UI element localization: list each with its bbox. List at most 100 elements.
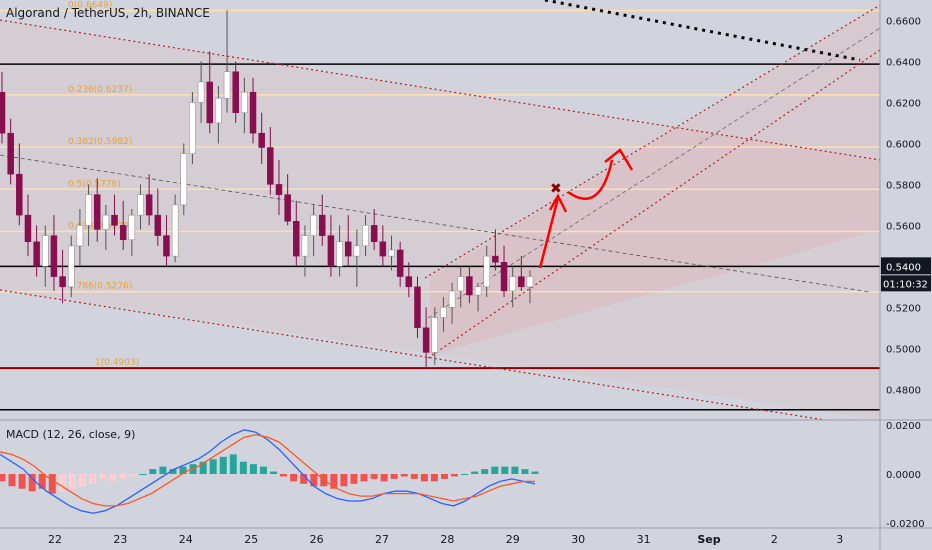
candle-body [526, 276, 534, 288]
macd-histogram-bar [360, 474, 368, 482]
candle [483, 245, 490, 298]
macd-histogram-bar [380, 474, 388, 482]
ascending-channel-fill [430, 5, 880, 355]
macd-histogram-bar [68, 474, 76, 489]
candle-body [370, 225, 378, 243]
candle [370, 208, 378, 250]
macd-line [0, 429, 536, 514]
macd-histogram-bar [58, 474, 66, 492]
macd-histogram-bar [280, 474, 288, 477]
countdown-label: 01:10:32 [883, 279, 928, 290]
candle-body [440, 307, 447, 318]
candle-body [197, 81, 205, 103]
macd-histogram-bar [501, 466, 509, 474]
candle [154, 188, 162, 246]
candle [396, 241, 404, 287]
macd-histogram-bar [18, 474, 26, 489]
candle-body [448, 290, 456, 308]
candle [500, 245, 508, 298]
candle-body [223, 71, 231, 99]
candle-body [67, 245, 75, 288]
macd-histogram-bar [179, 466, 187, 474]
candle [59, 249, 66, 304]
macd-histogram-bar [109, 474, 117, 482]
time-tick-label: Sep [697, 533, 720, 546]
macd-tick-label: 0.0200 [886, 421, 921, 432]
candle-body [171, 204, 179, 257]
macd-histogram-bar [440, 474, 448, 479]
candle-body [42, 235, 49, 267]
candle-body [16, 173, 23, 216]
projection-arrow-up [538, 197, 560, 269]
fib-label: 0.5(0.5776) [68, 179, 121, 189]
time-tick-label: 22 [48, 533, 62, 546]
asc-upper-line [424, 4, 881, 279]
macd-histogram-bar [259, 466, 267, 474]
candle [466, 266, 473, 304]
candle [353, 229, 361, 287]
macd-histogram-bar [149, 469, 157, 474]
candle [111, 194, 118, 236]
macd-histogram-bar [400, 474, 408, 477]
candle [284, 174, 291, 226]
macd-histogram-bar [300, 474, 308, 484]
candle-body [33, 241, 40, 267]
candle [0, 71, 6, 144]
macd-histogram-bar [89, 474, 97, 484]
candle [275, 159, 283, 216]
time-tick-label: 29 [506, 533, 520, 546]
candle-body [396, 249, 404, 277]
time-tick-label: 30 [571, 533, 585, 546]
projection-curve [567, 159, 614, 201]
candle-body [509, 276, 516, 292]
candle-body [336, 241, 343, 267]
macd-histogram-bar [239, 461, 247, 474]
time-tick-label: 3 [836, 533, 843, 546]
candle-body [189, 102, 196, 154]
candle-body [76, 225, 84, 247]
macd-histogram-bar [330, 474, 338, 489]
macd-histogram-bar [390, 474, 398, 479]
candle-body [431, 317, 439, 353]
candle [319, 194, 326, 246]
candle-body [466, 276, 473, 296]
macd-histogram-bar [370, 474, 378, 479]
fib-label: 0.786(0.5276) [68, 282, 132, 292]
candle [180, 143, 188, 216]
candle [327, 215, 335, 277]
price-tick-label: 0.5200 [886, 303, 921, 314]
candle [163, 215, 170, 267]
macd-tick-label: -0.0200 [886, 519, 925, 530]
candle-body [310, 214, 317, 236]
candle [50, 215, 58, 291]
candle-body [24, 214, 32, 243]
macd-histogram-bar [290, 474, 298, 482]
fib-label: 1(0.4903) [95, 358, 139, 368]
symbol-title: Algorand / TetherUS, 2h, BINANCE [6, 6, 210, 20]
candle [405, 262, 413, 298]
candle [457, 266, 465, 308]
candle [301, 225, 309, 277]
macd-histogram-bar [310, 474, 318, 487]
candle-body [128, 214, 136, 240]
candle [344, 215, 352, 267]
macd-histogram-bar [99, 474, 107, 479]
time-tick-label: 28 [440, 533, 454, 546]
channel-upper-line [0, 19, 881, 161]
candle-body [50, 235, 58, 277]
time-tick-label: 23 [113, 533, 127, 546]
candle [93, 178, 101, 242]
time-tick-label: 24 [179, 533, 193, 546]
macd-histogram-bar [491, 466, 499, 474]
candle-body [232, 71, 239, 113]
candle [215, 86, 222, 144]
macd-histogram-bar [350, 474, 358, 484]
price-tick-label: 0.6400 [886, 57, 921, 68]
candle-body [327, 235, 335, 267]
macd-histogram-bar [48, 474, 56, 494]
candle-body [111, 214, 118, 226]
macd-histogram-bar [340, 474, 348, 487]
candle [85, 184, 92, 246]
candle-body [293, 221, 300, 257]
